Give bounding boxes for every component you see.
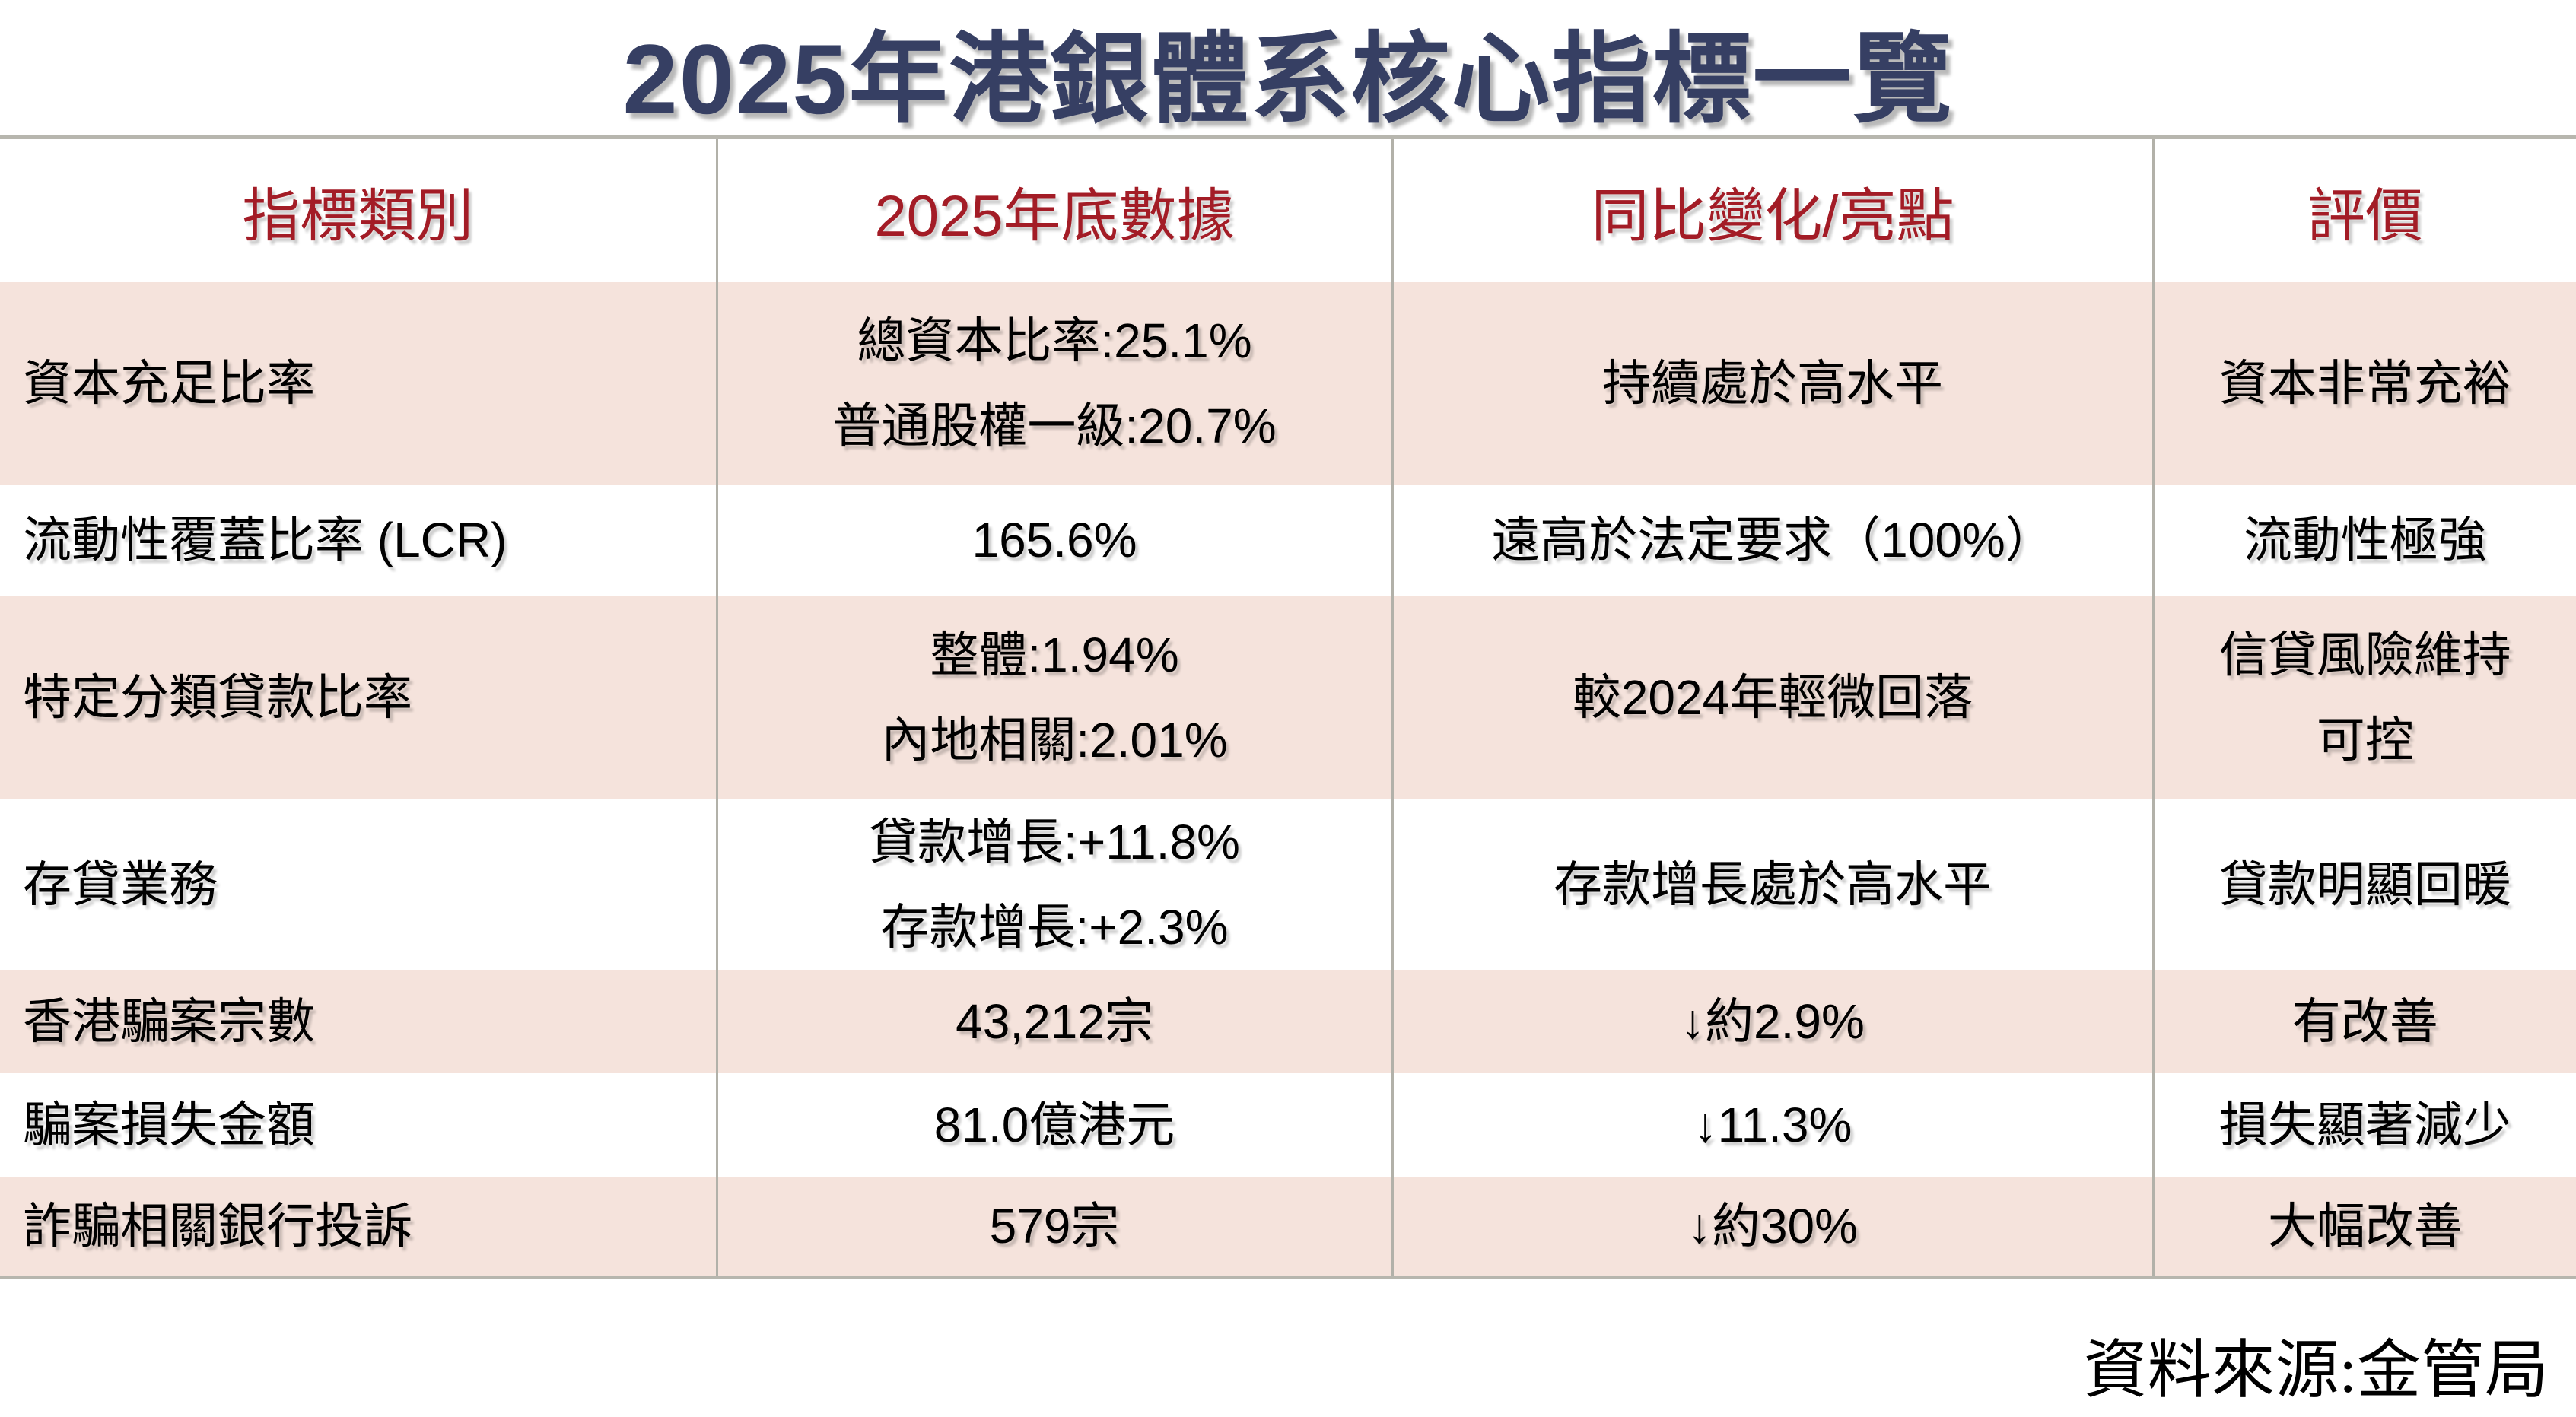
cell-change: ↓約2.9%: [1391, 969, 2153, 1073]
header-2025-data: 2025年底數據: [715, 137, 1392, 282]
cell-assessment: 流動性極強: [2151, 485, 2576, 596]
cell-data: 43,212宗: [715, 969, 1392, 1073]
cell-data: 81.0億港元: [715, 1072, 1392, 1177]
table-row: 流動性覆蓋比率 (LCR) 165.6% 遠高於法定要求（100%） 流動性極強: [0, 485, 2576, 596]
cell-change: 持續處於高水平: [1391, 281, 2153, 485]
cell-change: 遠高於法定要求（100%）: [1391, 485, 2153, 596]
cell-data: 165.6%: [715, 485, 1392, 596]
cell-change: 存款增長處於高水平: [1391, 799, 2153, 970]
cell-data: 總資本比率:25.1% 普通股權一級:20.7%: [715, 281, 1392, 485]
cell-category: 詐騙相關銀行投訴: [23, 1199, 412, 1254]
cell-assessment: 信貸風險維持 可控: [2151, 595, 2576, 799]
cell-category: 香港騙案宗數: [23, 993, 315, 1049]
table-row: 騙案損失金額 81.0億港元 ↓11.3% 損失顯著減少: [0, 1072, 2576, 1177]
cell-assessment: 貸款明顯回暖: [2151, 799, 2576, 970]
page-title: 2025年港銀體系核心指標一覽: [622, 24, 1954, 135]
kpi-table: 指標類別 2025年底數據 同比變化/亮點 評價 資本充足比率 總資本比率:25…: [0, 135, 2576, 1279]
header-assessment: 評價: [2151, 137, 2576, 282]
source-note: 資料來源:金管局: [2083, 1336, 2549, 1406]
table-row: 存貸業務 貸款增長:+11.8% 存款增長:+2.3% 存款增長處於高水平 貸款…: [0, 799, 2576, 970]
cell-change: ↓約30%: [1391, 1177, 2153, 1278]
cell-category: 特定分類貸款比率: [23, 669, 412, 725]
table-body: 資本充足比率 總資本比率:25.1% 普通股權一級:20.7% 持續處於高水平 …: [0, 281, 2576, 1278]
header-row: 指標類別 2025年底數據 同比變化/亮點 評價: [0, 137, 2576, 282]
table-row: 詐騙相關銀行投訴 579宗 ↓約30% 大幅改善: [0, 1177, 2576, 1278]
cell-category: 流動性覆蓋比率 (LCR): [23, 513, 507, 567]
header-yoy-change: 同比變化/亮點: [1391, 137, 2153, 282]
cell-data: 貸款增長:+11.8% 存款增長:+2.3%: [715, 799, 1392, 970]
cell-data: 整體:1.94% 內地相關:2.01%: [715, 595, 1392, 799]
header-category: 指標類別: [242, 183, 474, 249]
table-row: 資本充足比率 總資本比率:25.1% 普通股權一級:20.7% 持續處於高水平 …: [0, 281, 2576, 485]
cell-assessment: 大幅改善: [2151, 1177, 2576, 1278]
cell-assessment: 有改善: [2151, 969, 2576, 1073]
table-row: 特定分類貸款比率 整體:1.94% 內地相關:2.01% 較2024年輕微回落 …: [0, 595, 2576, 799]
cell-category: 資本充足比率: [23, 356, 315, 411]
table-row: 香港騙案宗數 43,212宗 ↓約2.9% 有改善: [0, 969, 2576, 1073]
cell-data: 579宗: [715, 1177, 1392, 1278]
cell-category: 存貸業務: [23, 856, 218, 912]
table-header: 指標類別 2025年底數據 同比變化/亮點 評價: [0, 137, 2576, 282]
cell-assessment: 損失顯著減少: [2151, 1072, 2576, 1177]
cell-assessment: 資本非常充裕: [2151, 281, 2576, 485]
cell-change: 較2024年輕微回落: [1391, 595, 2153, 799]
cell-category: 騙案損失金額: [23, 1098, 315, 1152]
cell-change: ↓11.3%: [1391, 1072, 2153, 1177]
